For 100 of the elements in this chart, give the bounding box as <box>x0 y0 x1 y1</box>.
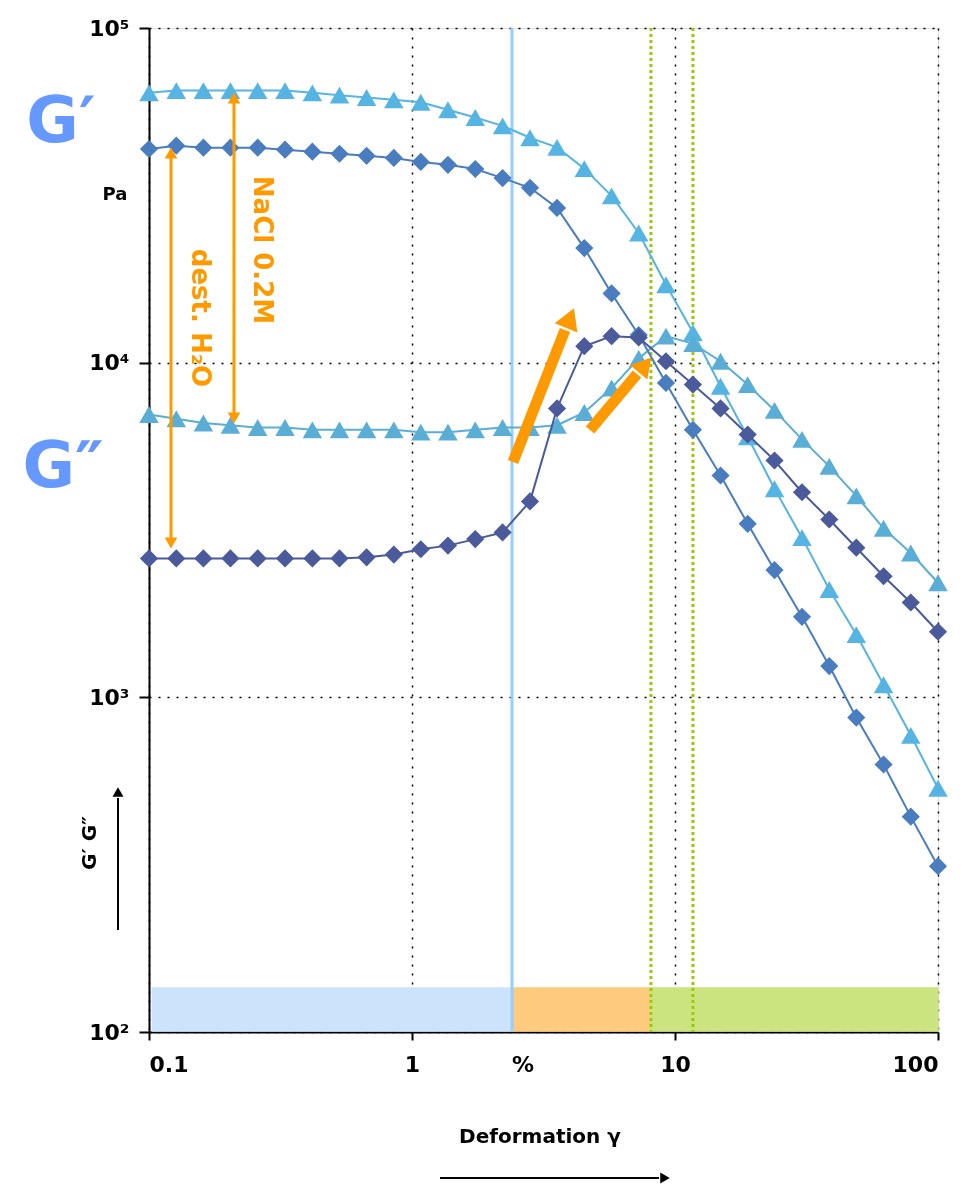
point <box>575 238 594 258</box>
point <box>492 117 513 135</box>
point <box>139 549 159 568</box>
point <box>928 574 948 592</box>
point <box>330 144 349 163</box>
point <box>765 561 784 580</box>
point <box>820 656 839 676</box>
point <box>193 414 214 432</box>
point <box>248 138 267 157</box>
point <box>874 567 893 586</box>
point <box>547 198 567 217</box>
point <box>493 523 512 542</box>
point <box>873 519 894 537</box>
point <box>792 529 812 547</box>
point <box>547 138 567 156</box>
point <box>928 622 948 641</box>
text: G′ <box>26 83 96 157</box>
x-tick-label: 0.1 <box>149 1051 189 1077</box>
y-tick-label: 10⁴ <box>89 350 130 376</box>
point <box>764 480 785 498</box>
point <box>846 626 867 644</box>
point <box>194 138 213 157</box>
point <box>492 419 513 436</box>
point <box>411 152 430 171</box>
point <box>194 549 213 568</box>
point <box>438 423 458 441</box>
point <box>792 607 812 626</box>
point <box>465 109 486 126</box>
y-tick-label: 10⁵ <box>89 15 130 41</box>
point <box>438 155 458 174</box>
point <box>765 451 784 470</box>
point <box>764 401 785 419</box>
point <box>356 89 377 106</box>
point <box>520 178 540 197</box>
point <box>656 352 676 371</box>
point <box>847 538 866 557</box>
point <box>357 548 376 567</box>
point <box>167 549 186 568</box>
y-tick-label: 10² <box>89 1019 130 1045</box>
point <box>275 549 295 568</box>
point <box>683 375 703 394</box>
point <box>139 84 159 102</box>
point <box>547 399 567 418</box>
point <box>901 807 920 826</box>
point <box>167 136 186 155</box>
x-axis-title: Deformation γ <box>459 1124 622 1148</box>
point <box>901 544 921 562</box>
point <box>574 160 595 178</box>
point <box>493 169 512 188</box>
point <box>411 423 431 441</box>
point <box>628 224 649 242</box>
point <box>275 419 295 436</box>
point <box>792 483 812 502</box>
point <box>601 187 622 205</box>
point <box>574 404 595 421</box>
point <box>819 581 840 598</box>
point <box>792 430 812 448</box>
point <box>139 406 159 423</box>
point <box>928 779 948 797</box>
point <box>738 514 757 533</box>
point <box>820 510 839 529</box>
point <box>575 337 594 356</box>
point <box>683 335 703 353</box>
point <box>819 457 840 475</box>
point <box>438 536 458 555</box>
point <box>303 142 322 161</box>
point <box>466 530 485 549</box>
point <box>275 140 295 159</box>
point <box>247 82 268 100</box>
point <box>656 327 676 345</box>
point <box>438 101 458 119</box>
point <box>384 91 404 109</box>
point <box>221 549 240 568</box>
point <box>656 373 676 392</box>
point <box>303 549 322 568</box>
point <box>384 545 403 564</box>
point <box>928 857 948 876</box>
x-tick-label: 10 <box>660 1051 691 1077</box>
point <box>384 148 403 168</box>
point <box>356 421 377 439</box>
point <box>602 327 621 346</box>
point <box>873 676 894 694</box>
point <box>656 276 676 294</box>
point <box>520 129 540 147</box>
point <box>275 82 295 100</box>
point <box>329 421 350 439</box>
text: Pa <box>102 183 128 204</box>
point <box>193 82 214 100</box>
point <box>248 549 267 568</box>
point <box>139 139 159 159</box>
point <box>711 399 730 418</box>
point <box>302 421 323 439</box>
x-tick-label: 100 <box>892 1051 939 1077</box>
point <box>329 86 350 104</box>
point <box>411 540 430 559</box>
point <box>846 487 867 505</box>
point <box>302 84 323 102</box>
point <box>411 93 431 111</box>
annotation: NaCl 0.2M <box>248 175 278 325</box>
point <box>710 377 731 395</box>
